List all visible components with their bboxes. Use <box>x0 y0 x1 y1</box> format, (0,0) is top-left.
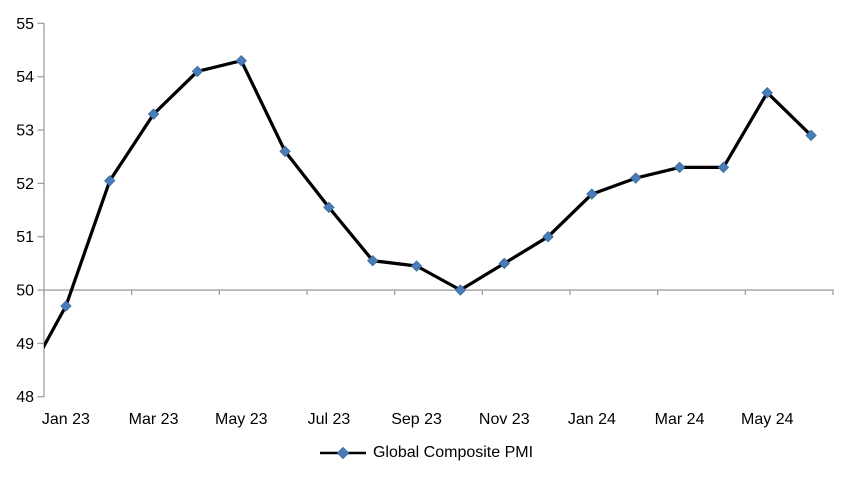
data-point-marker <box>542 231 554 243</box>
data-point-marker <box>147 108 160 120</box>
x-tick-label: Jan 23 <box>42 411 90 428</box>
data-point-marker <box>367 255 379 267</box>
x-tick-label: Mar 24 <box>655 411 705 428</box>
data-point-marker <box>323 201 335 214</box>
y-tick-label: 48 <box>16 389 34 406</box>
x-tick-label: May 23 <box>215 411 268 428</box>
legend-line-marker-icon <box>319 446 366 460</box>
data-point-marker <box>235 55 247 67</box>
x-tick-label: Jul 23 <box>308 411 351 428</box>
y-tick-label: 51 <box>16 229 34 246</box>
x-tick-label: May 24 <box>741 411 794 428</box>
x-tick-label: Sep 23 <box>391 411 442 428</box>
data-point-marker <box>410 260 423 272</box>
x-tick-label: Mar 23 <box>129 411 179 428</box>
data-point-marker <box>673 161 686 174</box>
y-tick-label: 53 <box>16 123 34 140</box>
y-tick-label: 52 <box>16 176 34 193</box>
data-point-marker <box>805 129 817 142</box>
data-point-marker <box>630 172 642 184</box>
y-tick-label: 50 <box>16 283 34 300</box>
y-tick-label: 49 <box>16 336 34 353</box>
y-tick-label: 55 <box>16 16 34 33</box>
data-point-marker <box>279 145 291 158</box>
data-point-marker <box>498 257 510 270</box>
data-point-marker <box>60 300 72 312</box>
x-tick-label: Nov 23 <box>479 411 530 428</box>
data-point-marker <box>717 161 730 174</box>
pmi-series-line <box>44 59 813 350</box>
data-point-marker <box>586 188 598 200</box>
chart-legend: Global Composite PMI <box>0 442 852 464</box>
y-tick-label: 54 <box>16 69 34 86</box>
data-point-marker <box>761 87 773 99</box>
legend-label: Global Composite PMI <box>372 444 534 461</box>
data-point-marker <box>454 284 467 296</box>
x-tick-label: Jan 24 <box>568 411 616 428</box>
data-point-marker <box>191 65 204 78</box>
pmi-line-chart: 48 49 50 51 52 53 54 55 Jan 23 Mar 23 May 23 Jul 23… <box>16 16 834 428</box>
data-point-marker <box>104 175 116 187</box>
